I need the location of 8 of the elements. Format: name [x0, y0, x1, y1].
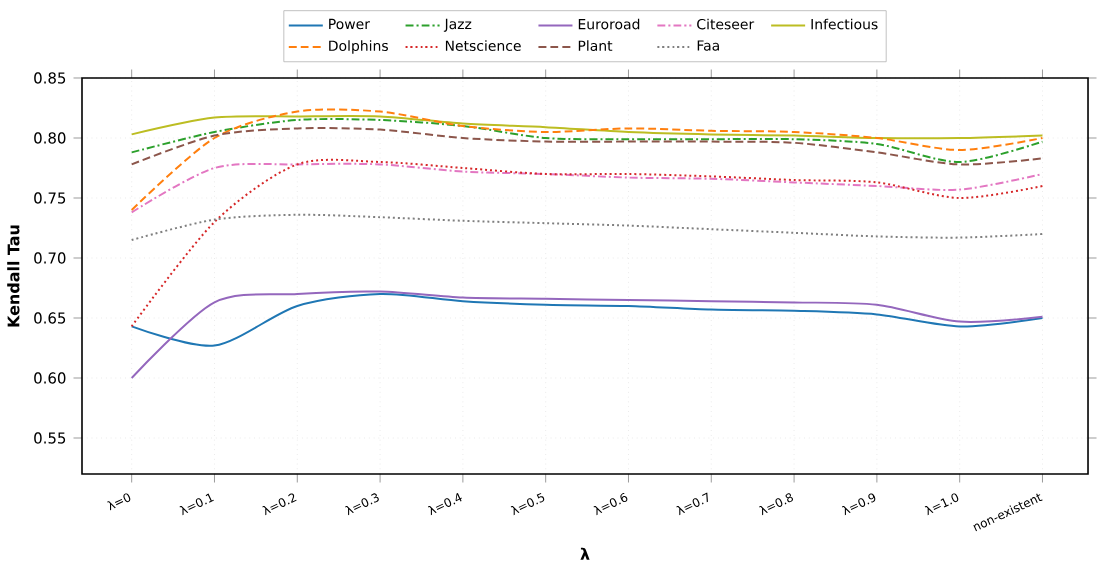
line-series — [130, 290, 1044, 379]
line-series — [130, 213, 1044, 241]
line-series — [130, 292, 1044, 347]
line-series — [130, 162, 1044, 214]
line-series — [130, 108, 1044, 211]
line-series — [130, 127, 1044, 166]
line-series — [130, 114, 1044, 140]
line-series — [130, 118, 1044, 163]
